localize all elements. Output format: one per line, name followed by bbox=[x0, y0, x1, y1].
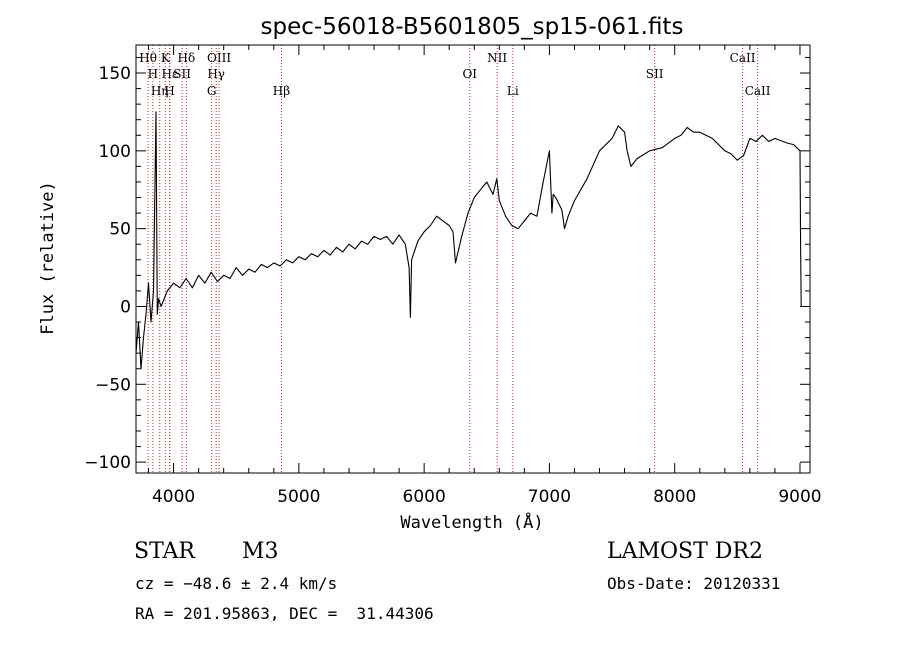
spectrum-series-line bbox=[135, 111, 802, 370]
spectral-line-label: Hη bbox=[151, 84, 169, 98]
x-tick-label: 6000 bbox=[403, 487, 446, 507]
obs-date: Obs-Date: 20120331 bbox=[607, 574, 781, 593]
y-tick-label: 100 bbox=[99, 142, 131, 162]
spectral-line-label: Hε bbox=[161, 67, 178, 81]
axis-ticks-layer: 4000 5000 6000 7000 8000 9000 −100 −50 0 50 100 150 bbox=[84, 45, 822, 507]
spectral-line-label: Hδ bbox=[178, 51, 196, 65]
spectral-line-label: G bbox=[207, 84, 217, 98]
spectral-line-label: NII bbox=[487, 51, 507, 65]
spectral-line-label: Hγ bbox=[207, 67, 225, 81]
x-axis-label: Wavelength (Å) bbox=[400, 511, 543, 533]
spectral-lines-layer: HθHHηKHHεSIIHδGOIIIHγHβOINIILiSIICaIICaI… bbox=[139, 45, 771, 473]
spectral-line-label: CaII bbox=[730, 51, 756, 65]
y-tick-label: 50 bbox=[109, 220, 131, 240]
spectral-line-label: Hθ bbox=[139, 51, 157, 65]
spectral-line-label: OIII bbox=[207, 51, 231, 65]
chart-title: spec-56018-B5601805_sp15-061.fits bbox=[261, 14, 684, 40]
survey-name: LAMOST DR2 bbox=[607, 539, 763, 564]
y-axis-label: Flux (relative) bbox=[38, 181, 58, 335]
object-subclass: M3 bbox=[242, 539, 279, 564]
y-tick-label: −100 bbox=[84, 453, 131, 473]
spectral-line-label: H bbox=[148, 67, 158, 81]
object-class: STAR bbox=[134, 539, 195, 564]
spectral-line-label: K bbox=[161, 51, 171, 65]
spectral-line-label: Li bbox=[507, 84, 519, 98]
y-tick-label: 150 bbox=[99, 64, 131, 84]
spectral-line-label: CaII bbox=[745, 84, 771, 98]
coordinates: RA = 201.95863, DEC = 31.44306 bbox=[135, 604, 434, 623]
x-tick-label: 8000 bbox=[653, 487, 696, 507]
spectral-line-label: SII bbox=[173, 67, 191, 81]
y-tick-label: 0 bbox=[120, 297, 131, 317]
x-tick-label: 9000 bbox=[778, 487, 821, 507]
x-tick-label: 7000 bbox=[528, 487, 571, 507]
redshift-info: cz = −48.6 ± 2.4 km/s bbox=[135, 574, 338, 593]
x-tick-label: 4000 bbox=[152, 487, 195, 507]
spectral-line-label: SII bbox=[646, 67, 664, 81]
x-tick-label: 5000 bbox=[277, 487, 320, 507]
plot-frame bbox=[135, 44, 811, 474]
spectral-line-label: OI bbox=[462, 67, 477, 81]
spectral-line-label: Hβ bbox=[273, 84, 290, 98]
y-tick-label: −50 bbox=[95, 375, 131, 395]
